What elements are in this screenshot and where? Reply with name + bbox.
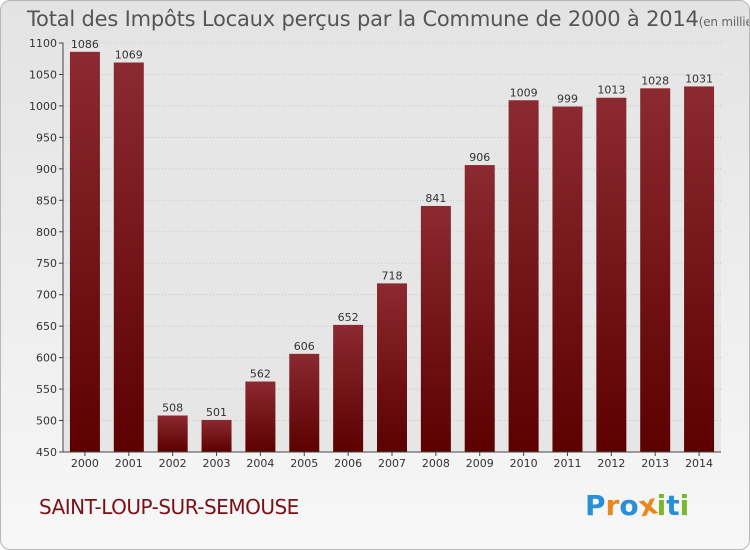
value-label-2010: 1009 [510, 86, 538, 99]
x-tick-label-2009: 2009 [466, 457, 494, 470]
y-tick-label: 650 [36, 320, 57, 333]
chart-subtitle: (en milliers d'€) [698, 15, 749, 29]
y-tick-label: 900 [36, 163, 57, 176]
logo-letter: o [619, 489, 639, 522]
x-tick-label-2001: 2001 [115, 457, 143, 470]
bar-2000 [69, 51, 100, 452]
value-label-2002: 508 [162, 402, 183, 415]
y-tick-label: 1100 [29, 37, 57, 50]
value-label-2003: 501 [206, 406, 227, 419]
logo-letter: i [679, 489, 690, 522]
x-tick-label-2014: 2014 [685, 457, 713, 470]
bar-2005 [289, 353, 320, 452]
y-tick-label: 800 [36, 226, 57, 239]
bar-2014 [684, 86, 715, 452]
y-tick-label: 1000 [29, 100, 57, 113]
x-tick-label-2005: 2005 [290, 457, 318, 470]
logo-letter: P [585, 489, 606, 522]
x-tick-label-2007: 2007 [378, 457, 406, 470]
bar-2002 [157, 415, 188, 452]
bar-2013 [640, 88, 671, 452]
y-tick-label: 950 [36, 131, 57, 144]
x-tick-label-2013: 2013 [641, 457, 669, 470]
value-label-2009: 906 [469, 151, 490, 164]
value-label-2000: 1086 [71, 38, 99, 51]
y-tick-label: 600 [36, 352, 57, 365]
y-axis-ticks: 450 500 550 600 650 700 750 800 850 900 950 1000 105… [29, 37, 63, 459]
bar-2010 [508, 100, 539, 452]
x-tick-label-2010: 2010 [510, 457, 538, 470]
y-tick-label: 450 [36, 446, 57, 459]
x-tick-label-2000: 2000 [71, 457, 99, 470]
bar-2008 [420, 205, 451, 452]
value-label-2014: 1031 [685, 72, 713, 85]
value-label-2011: 999 [557, 93, 578, 106]
value-label-2008: 841 [425, 192, 446, 205]
proxiti-logo: Proxiti [585, 487, 690, 523]
x-tick-label-2008: 2008 [422, 457, 450, 470]
y-tick-label: 750 [36, 257, 57, 270]
logo-letter: t [666, 489, 680, 522]
x-tick-label-2012: 2012 [597, 457, 625, 470]
bar-2003 [201, 419, 232, 452]
chart-title: Total des Impôts Locaux perçus par la Co… [27, 7, 749, 31]
x-tick-label-2004: 2004 [246, 457, 274, 470]
bar-2011 [552, 106, 583, 452]
value-label-2005: 606 [294, 340, 315, 353]
x-tick-label-2011: 2011 [553, 457, 581, 470]
x-tick-label-2003: 2003 [203, 457, 231, 470]
commune-name: SAINT-LOUP-SUR-SEMOUSE [39, 495, 299, 519]
y-tick-label: 850 [36, 194, 57, 207]
logo-letter: i [656, 489, 667, 522]
bar-2007 [377, 283, 407, 452]
y-tick-label: 500 [36, 415, 57, 428]
y-tick-label: 1050 [29, 68, 57, 81]
bar-2009 [464, 165, 495, 452]
bar-2001 [113, 62, 144, 452]
value-label-2013: 1028 [641, 74, 669, 87]
value-label-2006: 652 [338, 311, 359, 324]
logo-letter: r [605, 489, 620, 522]
chart-title-text: Total des Impôts Locaux perçus par la Co… [27, 7, 699, 31]
bar-2004 [245, 381, 276, 452]
y-tick-label: 700 [36, 289, 57, 302]
value-label-2004: 562 [250, 368, 271, 381]
x-tick-label-2002: 2002 [159, 457, 187, 470]
bars: 1086 1069 508 501 562 606 652 718 841 906 1009 999 1… [69, 38, 715, 453]
bar-2012 [596, 97, 627, 453]
y-tick-label: 550 [36, 383, 57, 396]
value-label-2007: 718 [382, 269, 403, 282]
bar-2006 [333, 324, 364, 452]
x-axis-ticks: 2000 2001 2002 2003 2004 2005 2006 2007 2008 2009… [71, 452, 713, 470]
value-label-2012: 1013 [597, 84, 625, 97]
x-tick-label-2006: 2006 [334, 457, 362, 470]
value-label-2001: 1069 [115, 49, 143, 62]
